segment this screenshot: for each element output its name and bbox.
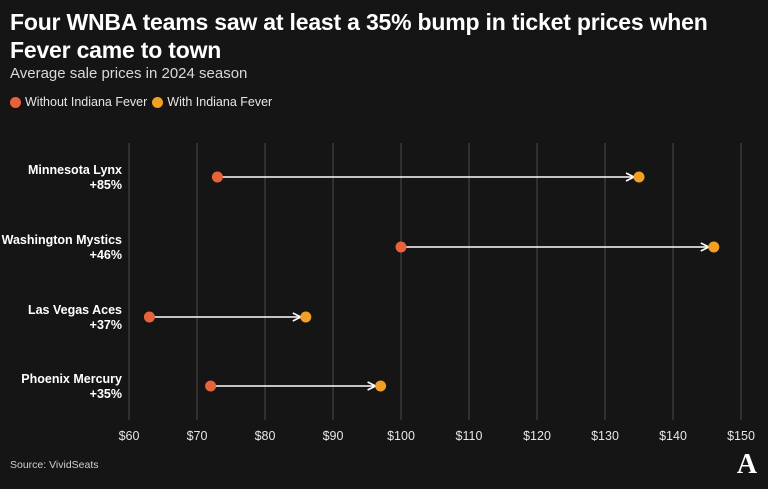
without-fever-point <box>143 311 155 323</box>
legend-label-without: Without Indiana Fever <box>25 95 148 109</box>
legend-label-with: With Indiana Fever <box>167 95 273 109</box>
data-row: Minnesota Lynx+85% <box>28 163 645 192</box>
legend-item-with: With Indiana Fever <box>152 95 272 109</box>
x-tick-label: $140 <box>659 429 687 443</box>
x-tick-label: $110 <box>456 429 483 443</box>
legend: Without Indiana Fever With Indiana Fever <box>10 94 277 110</box>
data-rows: Minnesota Lynx+85% Washington Mystics+46%… <box>2 163 720 401</box>
x-tick-label: $100 <box>387 429 415 443</box>
with-fever-point <box>300 311 312 323</box>
x-tick-label: $60 <box>119 429 140 443</box>
gridlines <box>128 143 742 420</box>
source-note: Source: VividSeats <box>10 459 99 471</box>
chart-subtitle: Average sale prices in 2024 season <box>10 65 248 82</box>
with-fever-point <box>633 171 645 183</box>
with-fever-point <box>708 241 720 253</box>
logo-text: A <box>737 449 758 478</box>
x-axis: $60 $70 $80 $90 $100 $110 $120 $130 $140 $150 <box>119 429 755 443</box>
legend-marker-without <box>10 96 21 108</box>
x-tick-label: $70 <box>187 429 208 443</box>
without-fever-point <box>211 171 223 183</box>
chart-title: Four WNBA teams saw at least a 35% bump … <box>10 9 708 63</box>
data-row: Phoenix Mercury+35% <box>21 372 387 401</box>
legend-item-without: Without Indiana Fever <box>10 95 147 109</box>
team-label: Phoenix Mercury <box>21 372 122 386</box>
x-tick-label: $130 <box>591 429 619 443</box>
pct-change-label: +85% <box>90 178 122 192</box>
pct-change-label: +35% <box>90 387 122 401</box>
pct-change-label: +37% <box>90 318 122 332</box>
team-label: Washington Mystics <box>2 233 122 247</box>
team-label: Las Vegas Aces <box>28 303 122 317</box>
without-fever-point <box>395 241 407 253</box>
legend-marker-with <box>152 96 164 108</box>
x-tick-label: $80 <box>255 429 276 443</box>
x-tick-label: $90 <box>323 429 344 443</box>
athletic-logo-icon: A <box>737 449 758 478</box>
data-row: Washington Mystics+46% <box>2 233 720 262</box>
team-label: Minnesota Lynx <box>28 163 122 177</box>
with-fever-point <box>375 380 387 392</box>
pct-change-label: +46% <box>90 248 122 262</box>
data-row: Las Vegas Aces+37% <box>28 303 312 332</box>
x-tick-label: $120 <box>523 429 551 443</box>
without-fever-point <box>205 380 217 392</box>
x-tick-label: $150 <box>727 429 755 443</box>
